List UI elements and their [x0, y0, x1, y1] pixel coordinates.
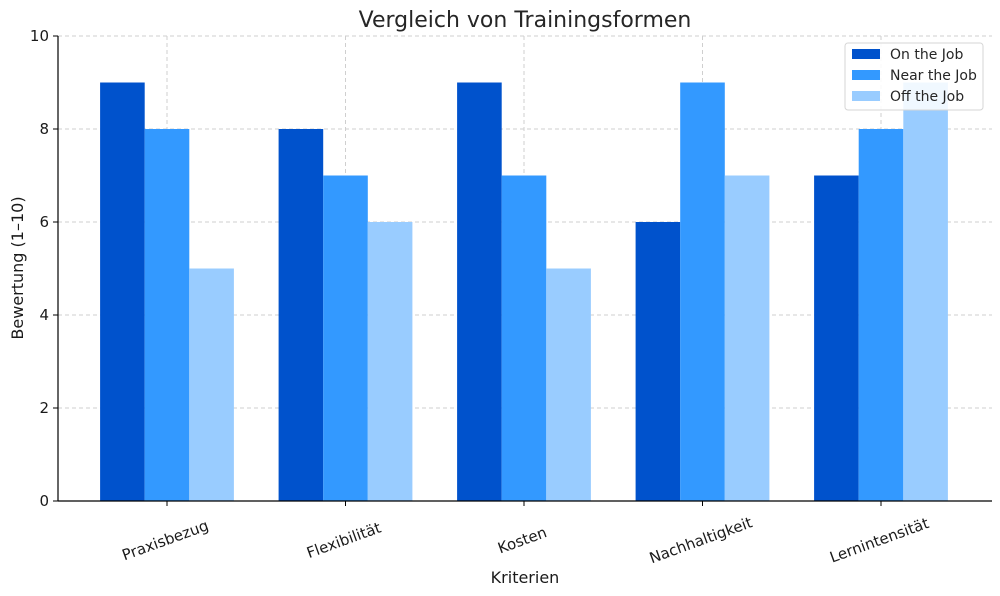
x-axis-label: Kriterien [491, 568, 560, 587]
legend-swatch-on-the-job [852, 49, 880, 59]
bar-off-the-job-praxisbezug [189, 268, 234, 501]
bar-on-the-job-nachhaltigkeit [635, 222, 681, 501]
x-tick-label: Flexibilität [304, 519, 383, 563]
y-tick-label: 8 [39, 120, 49, 138]
x-tick-label: Lernintensität [827, 514, 931, 567]
bar-off-the-job-flexibilität [367, 222, 413, 501]
bar-off-the-job-lernintensität [903, 82, 948, 501]
axes [57, 36, 992, 502]
bar-on-the-job-kosten [457, 82, 502, 501]
y-tick-label: 0 [39, 492, 49, 510]
legend-swatch-near-the-job [852, 70, 880, 80]
y-tick-label: 6 [39, 213, 49, 231]
legend-label-on-the-job: On the Job [890, 47, 963, 63]
bar-near-the-job-flexibilität [323, 175, 368, 501]
bar-near-the-job-nachhaltigkeit [680, 82, 725, 501]
y-axis-label: Bewertung (1–10) [8, 196, 27, 339]
bar-on-the-job-lernintensität [814, 175, 859, 501]
y-ticks: 0 2 4 6 8 10 [30, 27, 58, 510]
y-tick-label: 2 [39, 399, 49, 417]
x-ticks: Praxisbezug Flexibilität Kosten Nachhaltigk… [120, 501, 931, 567]
legend-label-off-the-job: Off the Job [890, 89, 964, 105]
bar-near-the-job-kosten [501, 175, 547, 501]
legend-swatch-off-the-job [852, 91, 880, 101]
bar-on-the-job-praxisbezug [100, 82, 145, 501]
legend-label-near-the-job: Near the Job [890, 68, 977, 84]
legend: On the Job Near the Job Off the Job [844, 42, 984, 111]
bar-off-the-job-nachhaltigkeit [724, 175, 770, 501]
y-tick-label: 4 [39, 306, 49, 324]
x-tick-label: Kosten [495, 523, 549, 557]
chart-title: Vergleich von Trainingsformen [359, 8, 692, 33]
bar-near-the-job-praxisbezug [144, 129, 190, 501]
y-tick-label: 10 [30, 27, 49, 45]
bars [100, 82, 948, 501]
bar-off-the-job-kosten [546, 268, 591, 501]
bar-near-the-job-lernintensität [858, 129, 904, 501]
x-tick-label: Praxisbezug [120, 516, 211, 564]
x-tick-label: Nachhaltigkeit [647, 513, 755, 567]
bar-on-the-job-flexibilität [278, 129, 324, 501]
